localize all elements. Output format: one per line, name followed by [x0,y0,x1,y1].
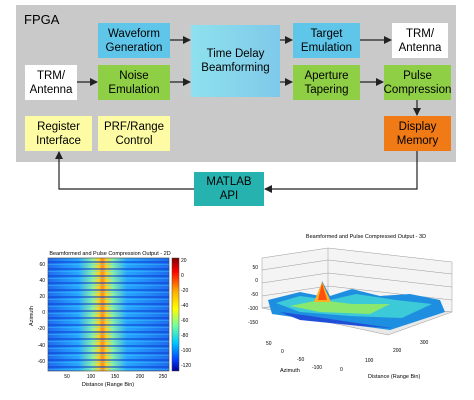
plot-2d-cbar-tick: -120 [181,363,191,369]
pulse-compression-block: Pulse Compression [384,65,451,100]
plot-2d-xtick: 100 [87,374,96,380]
plot-2d-xticks: 50 100 150 200 250 [64,374,167,380]
plot-2d-xlabel: Distance (Range Bin) [82,382,134,388]
plot-2d-ytick: -60 [38,359,45,365]
plot-2d-cbar-tick: -80 [181,333,188,339]
plot-3d-distance-tick: 0 [340,367,343,373]
plot-2d-cbar-tick: -20 [181,288,188,294]
plot-3d-azimuth-tick: -100 [312,365,322,371]
matlab-api-block: MATLAB API [194,172,264,206]
plot-3d-ztick: 0 [255,278,258,284]
plot-2d-cbar-tick: -40 [181,303,188,309]
plot-2d-ytick: 60 [39,262,45,268]
waveform-generation-block: Waveform Generation [98,23,170,58]
plot-3d-title: Beamformed and Pulse Compressed Output -… [306,234,426,240]
plot-3d-azimuth-ticks: 50 0 -50 -100 [266,341,322,371]
plot-2d-xtick: 50 [64,374,70,380]
plot-2d-ytick: -40 [38,343,45,349]
plot-3d-distance-tick: 300 [420,340,429,346]
plot-2d-cbar-tick: -100 [181,348,191,354]
plot-3d-distance-tick: 100 [365,358,374,364]
plot-2d-cbar-tick: -60 [181,318,188,324]
plot-2d-yticks: 60 40 20 0 -20 -40 -60 [38,262,45,365]
plot-2d-ytick: -20 [38,326,45,332]
aperture-tapering-block: Aperture Tapering [293,65,360,100]
plot-2d-ylabel: Azimuth [29,306,35,326]
plot-2d-colorbar-ticks: 20 0 -20 -40 -60 -80 -100 -120 [181,258,191,369]
arrow-display-to-matlab [264,151,418,193]
trm-antenna-input-block: TRM/ Antenna [25,65,77,100]
plot-2d-xtick: 250 [159,374,168,380]
register-interface-block: Register Interface [25,116,92,151]
plot-3d-ztick: 50 [252,265,258,271]
plot-3d-zticks: 50 0 -50 -100 -150 [248,265,258,326]
trm-antenna-output-block: TRM/ Antenna [392,23,448,58]
plot-2d-cbar-tick: 20 [181,258,187,264]
target-emulation-block: Target Emulation [293,23,360,58]
plot-3d-ztick: -100 [248,306,258,312]
plot-3d-azimuth-tick: -50 [297,357,304,363]
plot-2d-title: Beamformed and Pulse Compression Output … [49,251,170,257]
display-memory-block: Display Memory [384,116,451,151]
plot-2d-colorbar [171,257,180,372]
plot-2d-ytick: 40 [39,278,45,284]
plot-3d-distance-tick: 200 [393,348,402,354]
fpga-label: FPGA [24,12,60,27]
plot-3d-azimuth-tick: 50 [266,341,272,347]
plot-3d-azimuth-tick: 0 [281,349,284,355]
plot-3d-distance-ticks: 300 200 100 0 [340,340,429,373]
plot-2d-heatmap-texture [48,258,169,371]
plot-2d-xtick: 200 [136,374,145,380]
plot-3d-distance-label: Distance (Range Bin) [368,374,420,380]
arrow-matlab-to-register [55,151,194,190]
plot-2d-xtick: 150 [111,374,120,380]
plot-3d-ztick: -150 [248,320,258,326]
plot-3d-surface [268,281,445,330]
diagram-arrows [55,36,421,193]
plot-2d-ytick: 20 [39,294,45,300]
plot-3d-ztick: -50 [251,292,258,298]
time-delay-beamforming-block: Time Delay Beamforming [191,25,280,97]
plot-2d-ytick: 0 [42,310,45,316]
noise-emulation-block: Noise Emulation [98,65,170,100]
prf-range-control-block: PRF/Range Control [98,116,170,151]
plot-2d-cbar-tick: 0 [181,273,184,279]
plot-3d-azimuth-label: Azimuth [280,368,300,374]
